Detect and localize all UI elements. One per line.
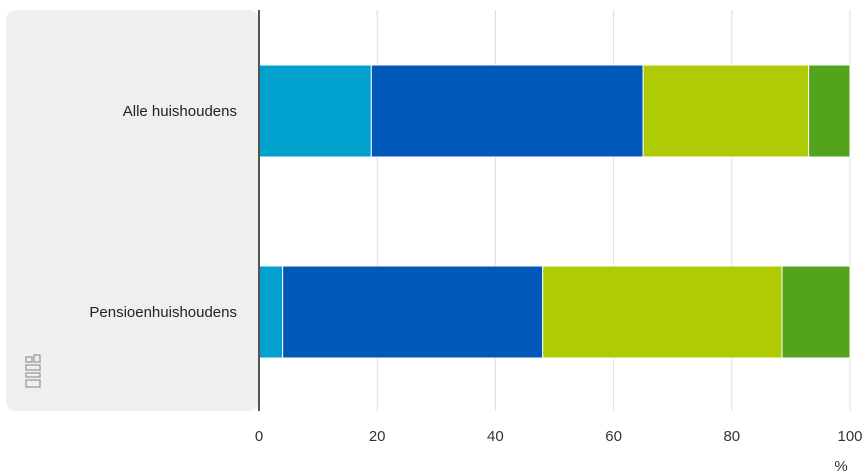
- bar-segment-1-1: [258, 64, 372, 158]
- x-axis-ticks: 0 20 40 60 80 100: [255, 428, 863, 445]
- x-tick-label-60: 60: [605, 428, 622, 445]
- x-tick-label-100: 100: [837, 428, 862, 445]
- bar-segment-1-3: [642, 64, 810, 158]
- bar-segment-2-2: [282, 265, 544, 359]
- x-tick-label-20: 20: [369, 428, 386, 445]
- category-panel: [6, 10, 259, 411]
- bar-segment-2-4: [781, 265, 851, 359]
- x-axis-unit-label: %: [834, 458, 847, 475]
- category-label-pensioenhuishoudens: Pensioenhuishoudens: [89, 304, 237, 321]
- bar-segment-1-4: [808, 64, 851, 158]
- bars: [258, 64, 851, 359]
- bar-segment-1-2: [370, 64, 644, 158]
- bar-segment-2-1: [258, 265, 284, 359]
- x-tick-label-40: 40: [487, 428, 504, 445]
- x-tick-label-0: 0: [255, 428, 263, 445]
- category-label-alle-huishoudens: Alle huishoudens: [123, 103, 237, 120]
- x-tick-label-80: 80: [723, 428, 740, 445]
- cbs-logo-icon: [25, 354, 41, 388]
- bar-segment-2-3: [542, 265, 783, 359]
